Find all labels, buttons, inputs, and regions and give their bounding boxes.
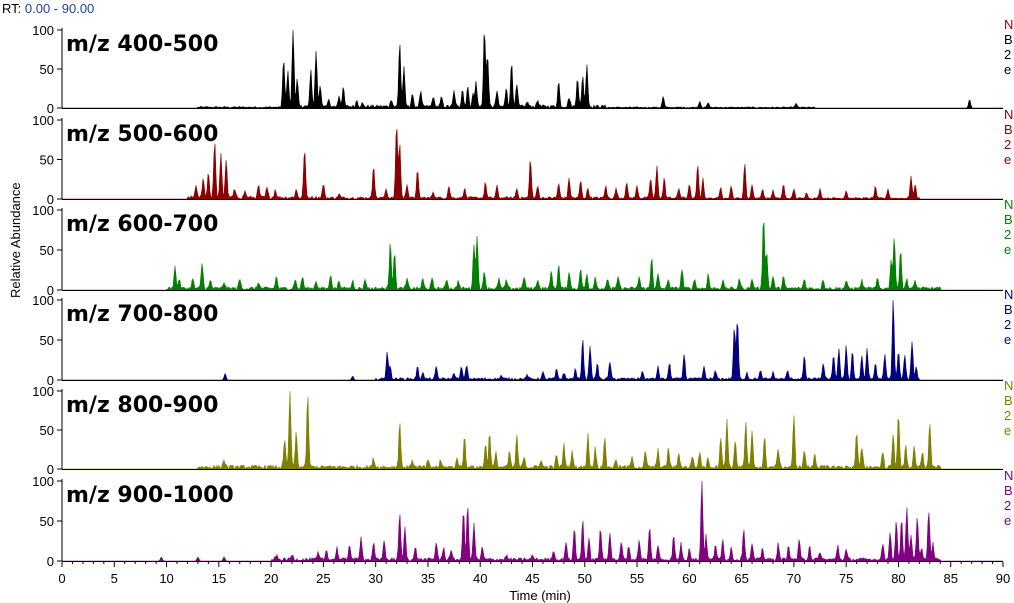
x-tick-label: 40 [473,571,487,586]
y-tick-label: 0 [47,101,54,116]
y-tick-label: 50 [40,243,54,258]
file-info-text: 2 [1004,47,1011,62]
y-tick-label: 50 [40,333,54,348]
y-tick-label: 0 [47,554,54,569]
x-tick-label: 5 [111,571,118,586]
file-info-text: N [1004,197,1013,212]
file-info-text: e [1004,62,1011,77]
file-info-text: e [1004,423,1011,438]
panel-title-4: m/z 700-800 [66,302,218,327]
trace-5 [62,390,1003,470]
panel-title-1: m/z 400-500 [66,32,218,57]
rt-prefix: RT: [2,1,22,16]
panel-title-2: m/z 500-600 [66,122,218,147]
file-info-text: e [1004,513,1011,528]
panel-title-5: m/z 800-900 [66,393,218,418]
trace-2 [62,129,1003,200]
file-info-text: N [1004,468,1013,483]
file-info-text: B [1004,393,1013,408]
file-info-text: B [1004,302,1013,317]
x-tick-label: 50 [578,571,592,586]
x-tick-label: 20 [264,571,278,586]
x-tick-label: 0 [58,571,65,586]
y-tick-label: 50 [40,62,54,77]
file-info-text: B [1004,32,1013,47]
y-tick-label: 0 [47,373,54,388]
x-tick-label: 35 [421,571,435,586]
rt-range-value: 0.00 - 90.00 [24,1,95,16]
y-tick-label: 100 [32,293,54,308]
x-tick-label: 75 [839,571,853,586]
x-tick-label: 55 [630,571,644,586]
y-tick-label: 0 [47,192,54,207]
file-info-text: 2 [1004,317,1011,332]
x-tick-label: 45 [525,571,539,586]
file-info-text: 2 [1004,137,1011,152]
file-info-text: B [1004,122,1013,137]
y-tick-label: 50 [40,423,54,438]
y-tick-label: 50 [40,153,54,168]
x-tick-label: 25 [316,571,330,586]
file-info-text: N [1004,287,1013,302]
file-info-text: B [1004,483,1013,498]
y-tick-label: 100 [32,384,54,399]
x-tick-label: 70 [787,571,801,586]
x-tick-label: 30 [368,571,382,586]
panel-title-3: m/z 600-700 [66,212,218,237]
x-tick-label: 60 [682,571,696,586]
x-tick-label: 90 [996,571,1010,586]
rt-range-label: RT: 0.00 - 90.00 [2,1,94,16]
y-tick-label: 100 [32,113,54,128]
x-tick-label: 85 [943,571,957,586]
y-tick-label: 50 [40,514,54,529]
file-info-text: B [1004,212,1013,227]
panel-title-6: m/z 900-1000 [66,483,234,508]
x-tick-label: 10 [159,571,173,586]
file-info-text: 2 [1004,227,1011,242]
file-info-text: N [1004,17,1013,32]
file-info-text: 2 [1004,498,1011,513]
x-tick-label: 65 [734,571,748,586]
file-info-text: e [1004,152,1011,167]
y-tick-label: 0 [47,283,54,298]
trace-3 [62,222,1003,291]
y-tick-label: 100 [32,23,54,38]
file-info-text: 2 [1004,408,1011,423]
x-tick-label: 80 [891,571,905,586]
file-info-text: e [1004,242,1011,257]
y-tick-label: 100 [32,203,54,218]
x-tick-label: 15 [212,571,226,586]
y-tick-label: 100 [32,474,54,489]
file-info-text: N [1004,107,1013,122]
file-info-text: e [1004,332,1011,347]
y-tick-label: 0 [47,462,54,477]
file-info-text: N [1004,378,1013,393]
